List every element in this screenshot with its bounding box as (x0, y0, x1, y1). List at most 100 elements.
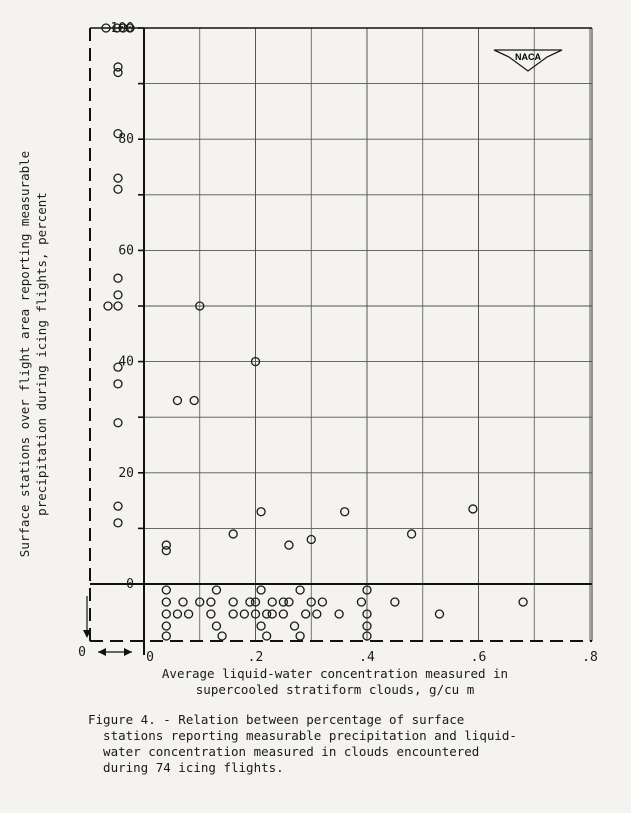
data-point-zero (301, 609, 311, 619)
data-point-zero (206, 597, 216, 607)
data-point-unknown-x (113, 273, 123, 283)
tick-labels: 0 20 40 60 80 100 0 .2 .4 .6 .8 0 (78, 21, 598, 665)
data-point-zero (228, 609, 238, 619)
data-point-zero (390, 597, 400, 607)
data-point-zero (195, 597, 205, 607)
data-point-zero (267, 609, 277, 619)
data-point (250, 356, 261, 367)
data-point (406, 529, 417, 539)
x-tick-label: .8 (582, 650, 598, 665)
unknown-x-arrow-head-left (98, 648, 106, 656)
data-point-zero (356, 597, 367, 607)
data-point-zero (518, 597, 528, 607)
x-tick-label: 0 (146, 650, 154, 665)
data-point (195, 301, 205, 311)
data-point-zero (267, 597, 277, 607)
x-tick-label: .4 (359, 650, 375, 665)
data-point-unknown-x (113, 290, 123, 300)
data-point-zero (161, 621, 171, 631)
data-point-zero (178, 597, 188, 607)
unknown-x-arrow-head-right (124, 648, 132, 656)
data-point-zero (362, 621, 372, 631)
y-tick-label: 0 (126, 577, 134, 592)
data-point-zero (434, 609, 445, 619)
data-point-unknown-x (113, 184, 123, 194)
caption-line-1: Figure 4. - Relation between percentage … (88, 712, 465, 727)
logo-text: NACA (515, 52, 541, 62)
data-point-zero (362, 609, 372, 619)
y-tick-label: 100 (111, 21, 134, 36)
data-point-unknown-x (113, 418, 123, 428)
y-tick-label: 80 (118, 132, 134, 147)
data-point-unknown-x (101, 23, 111, 33)
data-point-unknown-x (113, 301, 123, 311)
data-point-zero (217, 631, 227, 641)
data-point-zero (261, 631, 272, 641)
data-point-unknown-x (112, 23, 122, 33)
data-point-zero (362, 631, 372, 641)
y-axis-label-line2: precipitation during icing flights, perc… (34, 192, 49, 516)
data-point-zero (250, 597, 261, 607)
data-point-zero (334, 609, 344, 619)
data-point-zero (161, 585, 171, 595)
y-tick-label: 60 (118, 243, 134, 258)
data-point (161, 540, 171, 550)
data-point-zero (161, 609, 171, 619)
y-axis-label-line1: Surface stations over flight area report… (17, 150, 32, 558)
caption-line-3: water concentration measured in clouds e… (88, 744, 480, 759)
data-point-zero (261, 609, 272, 619)
data-point-unknown-x (113, 62, 123, 72)
data-point-zero (250, 609, 261, 619)
figure-caption: Figure 4. - Relation between percentage … (88, 712, 608, 776)
data-point-unknown-x (113, 173, 123, 183)
data-point-unknown-x (103, 301, 113, 311)
data-point-unknown-x (113, 518, 123, 528)
data-point-zero (239, 609, 250, 619)
unknown-x-marker-label: 0 (78, 645, 86, 660)
data-point-zero (295, 585, 305, 595)
x-tick-label: .2 (248, 650, 264, 665)
data-point-zero (284, 597, 294, 607)
y-axis-label: Surface stations over flight area report… (16, 124, 56, 584)
y-tick-label: 40 (118, 355, 134, 370)
data-point (340, 507, 350, 517)
data-point-unknown-x (118, 23, 128, 33)
data-point-zero (183, 609, 194, 619)
data-point-unknown-x (113, 362, 123, 372)
data-point-unknown-x (113, 128, 123, 139)
grid-lines (144, 27, 592, 641)
caption-line-4: during 74 icing flights. (88, 760, 284, 775)
data-point (172, 395, 183, 406)
data-point-zero (306, 597, 316, 607)
data-point-zero (289, 621, 300, 631)
data-point-unknown-x (113, 67, 123, 78)
x-axis-label-line1: Average liquid-water concentration measu… (161, 666, 509, 681)
data-point-unknown-x (113, 501, 123, 511)
data-point-unknown-x (125, 23, 135, 33)
data-point-zero (211, 621, 222, 631)
data-point (161, 545, 171, 556)
x-tick-label: .6 (471, 650, 487, 665)
x-axis-label: Average liquid-water concentration measu… (100, 666, 570, 698)
naca-logo: NACA (493, 49, 563, 72)
data-points (101, 23, 528, 641)
y-tick-label: 20 (118, 466, 134, 481)
data-point-zero (317, 597, 328, 607)
axes (83, 27, 593, 656)
data-point-zero (295, 631, 305, 641)
data-point-zero (172, 609, 183, 619)
data-point-zero (206, 609, 216, 619)
zero-region-arrow-head (83, 630, 91, 638)
data-point-zero (161, 597, 171, 607)
data-point-zero (256, 621, 266, 631)
data-point (468, 504, 478, 514)
data-point-zero (211, 585, 222, 595)
data-point-zero (161, 631, 171, 641)
data-point (228, 529, 238, 539)
data-point-zero (245, 597, 255, 607)
data-point (256, 507, 266, 517)
caption-line-2: stations reporting measurable precipitat… (88, 728, 517, 743)
data-point-zero (312, 609, 322, 619)
data-point (189, 395, 199, 406)
